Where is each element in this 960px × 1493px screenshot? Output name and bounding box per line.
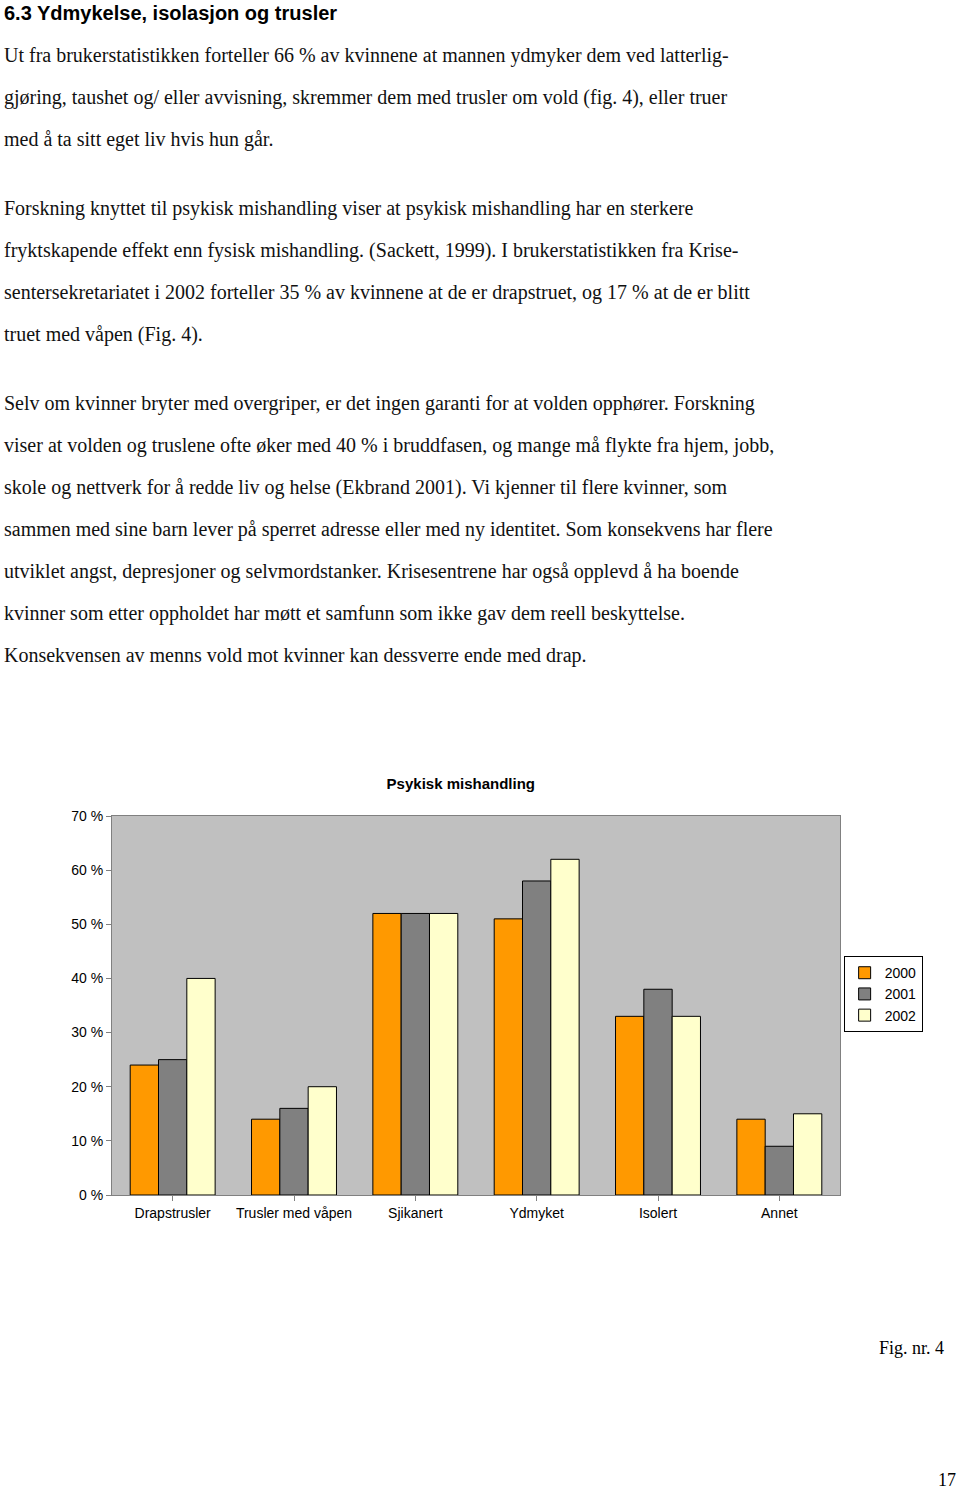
svg-text:0 %: 0 % xyxy=(79,1187,103,1203)
svg-text:2000: 2000 xyxy=(885,965,916,981)
svg-text:Isolert: Isolert xyxy=(639,1205,677,1221)
svg-text:2002: 2002 xyxy=(885,1008,916,1024)
svg-text:70 %: 70 % xyxy=(71,808,103,824)
html-text:utviklet angst, depresjoner og: utviklet angst, depresjoner og selvmords… xyxy=(4,560,739,582)
html-text:Forskning knyttet til psykisk: Forskning knyttet til psykisk mishandlin… xyxy=(4,197,694,219)
svg-text:50 %: 50 % xyxy=(71,916,103,932)
html-text:sentersekretariatet i 2002 for: sentersekretariatet i 2002 forteller 35 … xyxy=(4,281,750,303)
svg-text:Trusler med våpen: Trusler med våpen xyxy=(236,1205,352,1221)
svg-text:Sjikanert: Sjikanert xyxy=(388,1205,443,1221)
svg-text:Ydmyket: Ydmyket xyxy=(509,1205,564,1221)
html-text:truet med våpen (Fig. 4).: truet med våpen (Fig. 4). xyxy=(4,323,203,345)
html-text:6.3 Ydmykelse, isolasjon og tr: 6.3 Ydmykelse, isolasjon og trusler xyxy=(4,2,338,24)
svg-text:Annet: Annet xyxy=(761,1205,798,1221)
svg-text:60 %: 60 % xyxy=(71,862,103,878)
html-text:skole og nettverk for å redde: skole og nettverk for å redde liv og hel… xyxy=(4,476,727,498)
svg-text:40 %: 40 % xyxy=(71,970,103,986)
svg-text:Psykisk mishandling: Psykisk mishandling xyxy=(387,775,535,792)
html-text:Selv om kvinner bryter med ove: Selv om kvinner bryter med overgriper, e… xyxy=(4,392,755,414)
html-text:Fig. nr. 4: Fig. nr. 4 xyxy=(879,1338,944,1358)
html-text:sammen med sine barn lever på: sammen med sine barn lever på sperret ad… xyxy=(4,518,773,540)
html-text:kvinner som etter oppholdet ha: kvinner som etter oppholdet har møtt et … xyxy=(4,602,685,624)
html-text:viser at volden og truslene of: viser at volden og truslene ofte øker me… xyxy=(4,434,775,456)
svg-text:30 %: 30 % xyxy=(71,1024,103,1040)
svg-text:10 %: 10 % xyxy=(71,1133,103,1149)
svg-text:2001: 2001 xyxy=(885,986,916,1002)
html-text:Konsekvensen av menns vold mot: Konsekvensen av menns vold mot kvinner k… xyxy=(4,644,587,666)
svg-text:20 %: 20 % xyxy=(71,1079,103,1095)
html-text:fryktskapende effekt enn fysis: fryktskapende effekt enn fysisk mishandl… xyxy=(4,239,739,261)
html-text:Ut fra brukerstatistikken fort: Ut fra brukerstatistikken forteller 66 %… xyxy=(4,44,729,66)
html-text:gjøring, taushet og/ eller avv: gjøring, taushet og/ eller avvisning, sk… xyxy=(4,86,728,108)
html-text:17: 17 xyxy=(938,1470,956,1490)
svg-text:Drapstrusler: Drapstrusler xyxy=(135,1205,212,1221)
html-text:med å ta sitt eget liv hvis hu: med å ta sitt eget liv hvis hun går. xyxy=(4,128,274,150)
